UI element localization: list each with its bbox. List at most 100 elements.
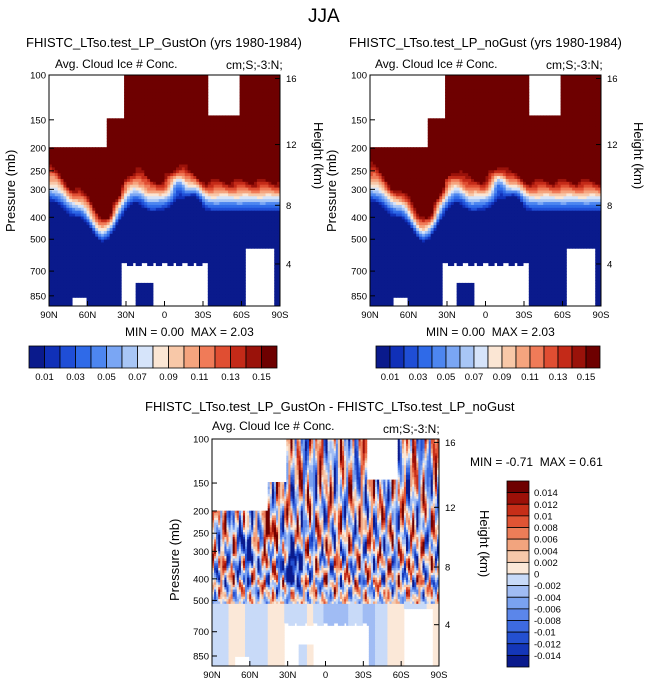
- heatmap-cell: [187, 219, 191, 223]
- heatmap-cell: [167, 204, 171, 209]
- heatmap-cell: [152, 138, 157, 142]
- heatmap-cell: [230, 262, 235, 267]
- heatmap-cell: [106, 176, 111, 180]
- heatmap-cell: [248, 222, 252, 226]
- heatmap-cell: [109, 178, 113, 183]
- heatmap-cell: [158, 106, 163, 111]
- heatmap-cell: [147, 161, 151, 165]
- heatmap-cell: [277, 181, 281, 186]
- heatmap-cell: [57, 213, 61, 217]
- heatmap-cell: [69, 242, 73, 246]
- heatmap-cell: [57, 161, 61, 165]
- heatmap-cell: [233, 259, 238, 264]
- heatmap-cell: [178, 210, 183, 215]
- heatmap-cell: [271, 210, 275, 215]
- heatmap-cell: [248, 77, 252, 82]
- heatmap-cell: [103, 167, 108, 171]
- heatmap-cell: [254, 219, 258, 223]
- heatmap-cell: [106, 190, 111, 194]
- heatmap-cell: [141, 196, 145, 200]
- heatmap-cell: [230, 222, 235, 226]
- heatmap-cell: [184, 242, 189, 246]
- heatmap-cell: [147, 285, 151, 290]
- heatmap-cell: [230, 245, 235, 249]
- heatmap-cell: [150, 219, 154, 223]
- heatmap-cell: [115, 262, 119, 267]
- heatmap-cell: [155, 178, 160, 183]
- heatmap-cell: [196, 236, 200, 241]
- heatmap-cell: [242, 251, 246, 255]
- heatmap-cell: [222, 233, 226, 238]
- heatmap-cell: [109, 121, 113, 125]
- heatmap-cell: [248, 124, 252, 128]
- heatmap-cell: [239, 75, 243, 79]
- heatmap-cell: [199, 155, 203, 160]
- heatmap-cell: [135, 207, 139, 212]
- heatmap-cell: [138, 204, 142, 209]
- heatmap-cell: [199, 103, 203, 108]
- heatmap-cell: [63, 161, 67, 165]
- heatmap-cell: [213, 150, 217, 154]
- heatmap-cell: [210, 135, 215, 139]
- heatmap-cell: [74, 216, 79, 220]
- heatmap-cell: [51, 164, 56, 168]
- heatmap-cell: [196, 181, 200, 186]
- heatmap-cell: [100, 228, 105, 232]
- heatmap-cell: [100, 294, 105, 298]
- heatmap-cell: [147, 204, 151, 209]
- heatmap-cell: [268, 124, 272, 128]
- heatmap-cell: [152, 199, 157, 203]
- heatmap-cell: [216, 288, 220, 293]
- heatmap-cell: [210, 271, 215, 275]
- heatmap-cell: [155, 118, 160, 122]
- heatmap-cell: [66, 225, 70, 229]
- heatmap-cell: [138, 109, 142, 113]
- heatmap-cell: [150, 141, 154, 145]
- heatmap-cell: [132, 118, 137, 122]
- heatmap-cell: [170, 86, 174, 90]
- heatmap-cell: [181, 109, 186, 113]
- heatmap-cell: [103, 242, 108, 246]
- heatmap-cell: [251, 219, 255, 223]
- heatmap-cell: [277, 150, 281, 154]
- heatmap-cell: [106, 199, 111, 203]
- heatmap-cell: [254, 225, 258, 229]
- heatmap-cell: [176, 152, 180, 157]
- heatmap-cell: [242, 291, 246, 295]
- heatmap-cell: [256, 216, 261, 220]
- heatmap-cell: [265, 83, 269, 87]
- heatmap-cell: [251, 161, 255, 165]
- heatmap-cell: [109, 181, 113, 186]
- heatmap-cell: [95, 190, 99, 194]
- heatmap-cell: [190, 75, 194, 79]
- heatmap-cell: [207, 129, 212, 134]
- heatmap-cell: [83, 259, 87, 264]
- heatmap-cell: [152, 190, 157, 194]
- heatmap-cell: [124, 216, 128, 220]
- heatmap-cell: [170, 83, 174, 87]
- heatmap-cell: [112, 135, 116, 139]
- heatmap-cell: [236, 199, 241, 203]
- heatmap-cell: [225, 161, 229, 165]
- heatmap-cell: [277, 239, 281, 243]
- heatmap-cell: [164, 207, 168, 212]
- heatmap-cell: [138, 193, 142, 197]
- heatmap-cell: [271, 77, 275, 82]
- heatmap-cell: [129, 112, 134, 116]
- heatmap-cell: [129, 124, 134, 128]
- heatmap-cell: [95, 277, 99, 281]
- heatmap-cell: [106, 150, 111, 154]
- heatmap-cell: [103, 155, 108, 160]
- heatmap-cell: [207, 216, 212, 220]
- heatmap-cell: [196, 144, 200, 148]
- heatmap-cell: [230, 141, 235, 145]
- heatmap-cell: [181, 239, 186, 243]
- heatmap-cell: [199, 89, 203, 93]
- heatmap-cell: [106, 132, 111, 137]
- heatmap-cell: [49, 181, 53, 186]
- heatmap-cell: [115, 135, 119, 139]
- heatmap-cell: [202, 103, 206, 108]
- heatmap-cell: [103, 268, 108, 272]
- heatmap-cell: [230, 158, 235, 163]
- heatmap-cell: [86, 280, 90, 284]
